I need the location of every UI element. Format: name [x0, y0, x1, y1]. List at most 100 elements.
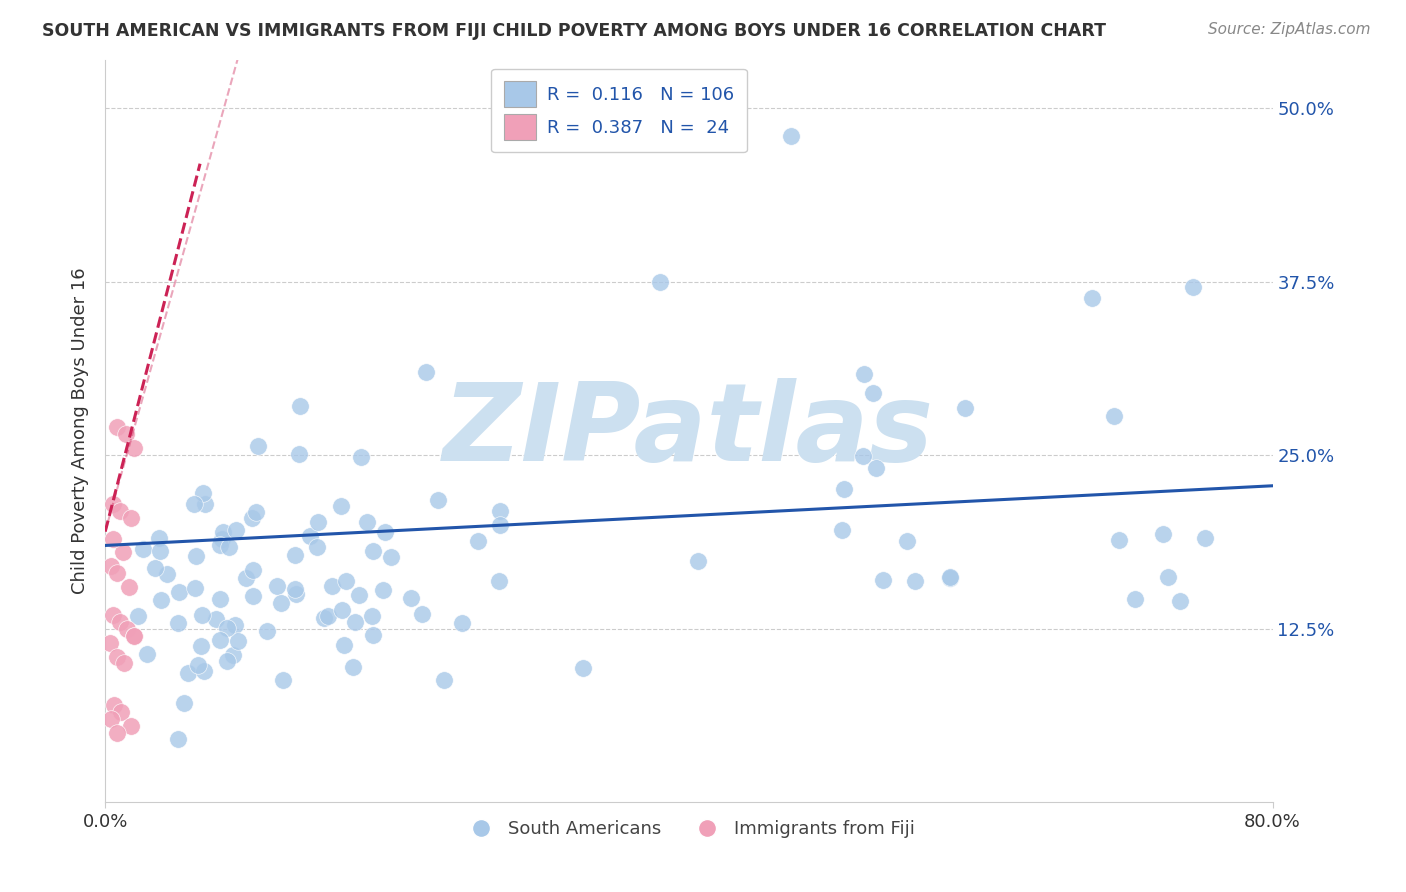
Point	[208, 633, 231, 648]
Point	[271, 673, 294, 687]
Point	[110, 705, 132, 719]
Point	[124, 442, 146, 456]
Point	[832, 483, 855, 497]
Point	[100, 712, 122, 726]
Point	[330, 603, 353, 617]
Point	[904, 574, 927, 589]
Point	[1182, 280, 1205, 294]
Point	[242, 563, 264, 577]
Point	[222, 648, 245, 663]
Point	[572, 661, 595, 675]
Point	[489, 504, 512, 518]
Point	[316, 608, 339, 623]
Point	[270, 596, 292, 610]
Point	[105, 566, 128, 581]
Point	[103, 698, 125, 712]
Point	[105, 420, 128, 434]
Point	[212, 524, 235, 539]
Point	[330, 500, 353, 514]
Point	[149, 593, 172, 607]
Point	[105, 649, 128, 664]
Point	[321, 579, 343, 593]
Point	[235, 571, 257, 585]
Point	[852, 367, 875, 381]
Point	[135, 647, 157, 661]
Point	[226, 633, 249, 648]
Text: SOUTH AMERICAN VS IMMIGRANTS FROM FIJI CHILD POVERTY AMONG BOYS UNDER 16 CORRELA: SOUTH AMERICAN VS IMMIGRANTS FROM FIJI C…	[42, 22, 1107, 40]
Point	[290, 399, 312, 413]
Point	[124, 629, 146, 643]
Point	[939, 570, 962, 584]
Point	[100, 559, 122, 574]
Point	[127, 609, 149, 624]
Point	[831, 523, 853, 537]
Point	[115, 622, 138, 636]
Point	[896, 533, 918, 548]
Point	[284, 582, 307, 597]
Point	[312, 611, 335, 625]
Point	[467, 533, 489, 548]
Point	[361, 627, 384, 641]
Point	[148, 531, 170, 545]
Point	[183, 497, 205, 511]
Text: Source: ZipAtlas.com: Source: ZipAtlas.com	[1208, 22, 1371, 37]
Point	[101, 532, 124, 546]
Point	[862, 385, 884, 400]
Point	[121, 719, 143, 733]
Point	[149, 544, 172, 558]
Point	[108, 615, 131, 629]
Point	[211, 532, 233, 546]
Point	[176, 665, 198, 680]
Point	[489, 518, 512, 533]
Point	[194, 497, 217, 511]
Point	[245, 505, 267, 519]
Point	[193, 665, 215, 679]
Point	[246, 439, 269, 453]
Point	[374, 524, 396, 539]
Point	[411, 607, 433, 621]
Point	[343, 615, 366, 630]
Point	[266, 578, 288, 592]
Point	[342, 660, 364, 674]
Point	[307, 515, 329, 529]
Point	[117, 580, 139, 594]
Point	[167, 732, 190, 747]
Point	[224, 618, 246, 632]
Point	[169, 585, 191, 599]
Point	[1152, 527, 1174, 541]
Point	[356, 515, 378, 529]
Point	[132, 542, 155, 557]
Point	[108, 504, 131, 518]
Point	[101, 497, 124, 511]
Point	[240, 511, 263, 525]
Point	[335, 574, 357, 589]
Point	[187, 658, 209, 673]
Point	[361, 544, 384, 558]
Point	[98, 635, 121, 649]
Point	[184, 581, 207, 595]
Point	[399, 591, 422, 606]
Point	[205, 612, 228, 626]
Point	[285, 587, 308, 601]
Point	[488, 574, 510, 588]
Point	[349, 450, 371, 464]
Point	[415, 365, 437, 379]
Legend: South Americans, Immigrants from Fiji: South Americans, Immigrants from Fiji	[456, 813, 922, 846]
Point	[143, 560, 166, 574]
Point	[450, 616, 472, 631]
Point	[190, 639, 212, 653]
Point	[284, 548, 307, 562]
Point	[865, 461, 887, 475]
Point	[333, 638, 356, 652]
Point	[939, 571, 962, 585]
Point	[433, 673, 456, 688]
Point	[1156, 570, 1178, 584]
Point	[167, 615, 190, 630]
Point	[217, 621, 239, 635]
Point	[184, 549, 207, 563]
Point	[299, 529, 322, 543]
Point	[688, 554, 710, 568]
Point	[380, 550, 402, 565]
Text: ZIPatlas: ZIPatlas	[443, 378, 935, 484]
Point	[242, 589, 264, 603]
